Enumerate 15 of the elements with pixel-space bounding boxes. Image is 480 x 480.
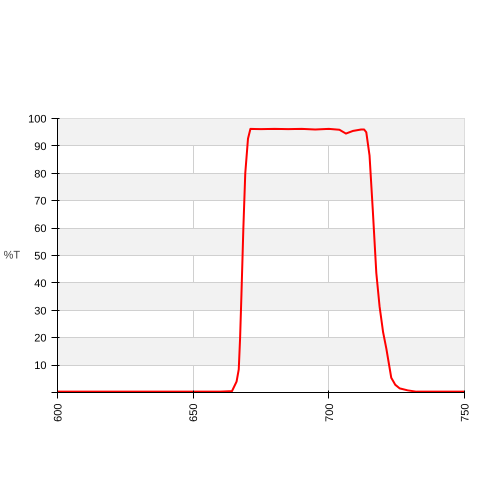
y-tick-label: 50 [34, 250, 47, 262]
y-tick-label: 20 [34, 332, 47, 345]
x-tick-label: 750 [460, 403, 472, 422]
x-tick-label: 650 [188, 403, 200, 422]
y-tick-label: 10 [34, 360, 47, 372]
y-tick-label: 40 [34, 278, 47, 290]
y-tick-label: 90 [34, 140, 47, 153]
x-tick-label: 700 [324, 403, 336, 422]
y-tick-label: 80 [34, 168, 47, 180]
y-tick-label: 60 [34, 223, 47, 236]
x-tick-label: 600 [52, 403, 64, 422]
y-axis-title: %T [4, 250, 20, 262]
y-tick-label: 30 [34, 305, 47, 318]
y-tick-label: 70 [34, 196, 47, 208]
y-tick-label: 100 [28, 114, 47, 126]
